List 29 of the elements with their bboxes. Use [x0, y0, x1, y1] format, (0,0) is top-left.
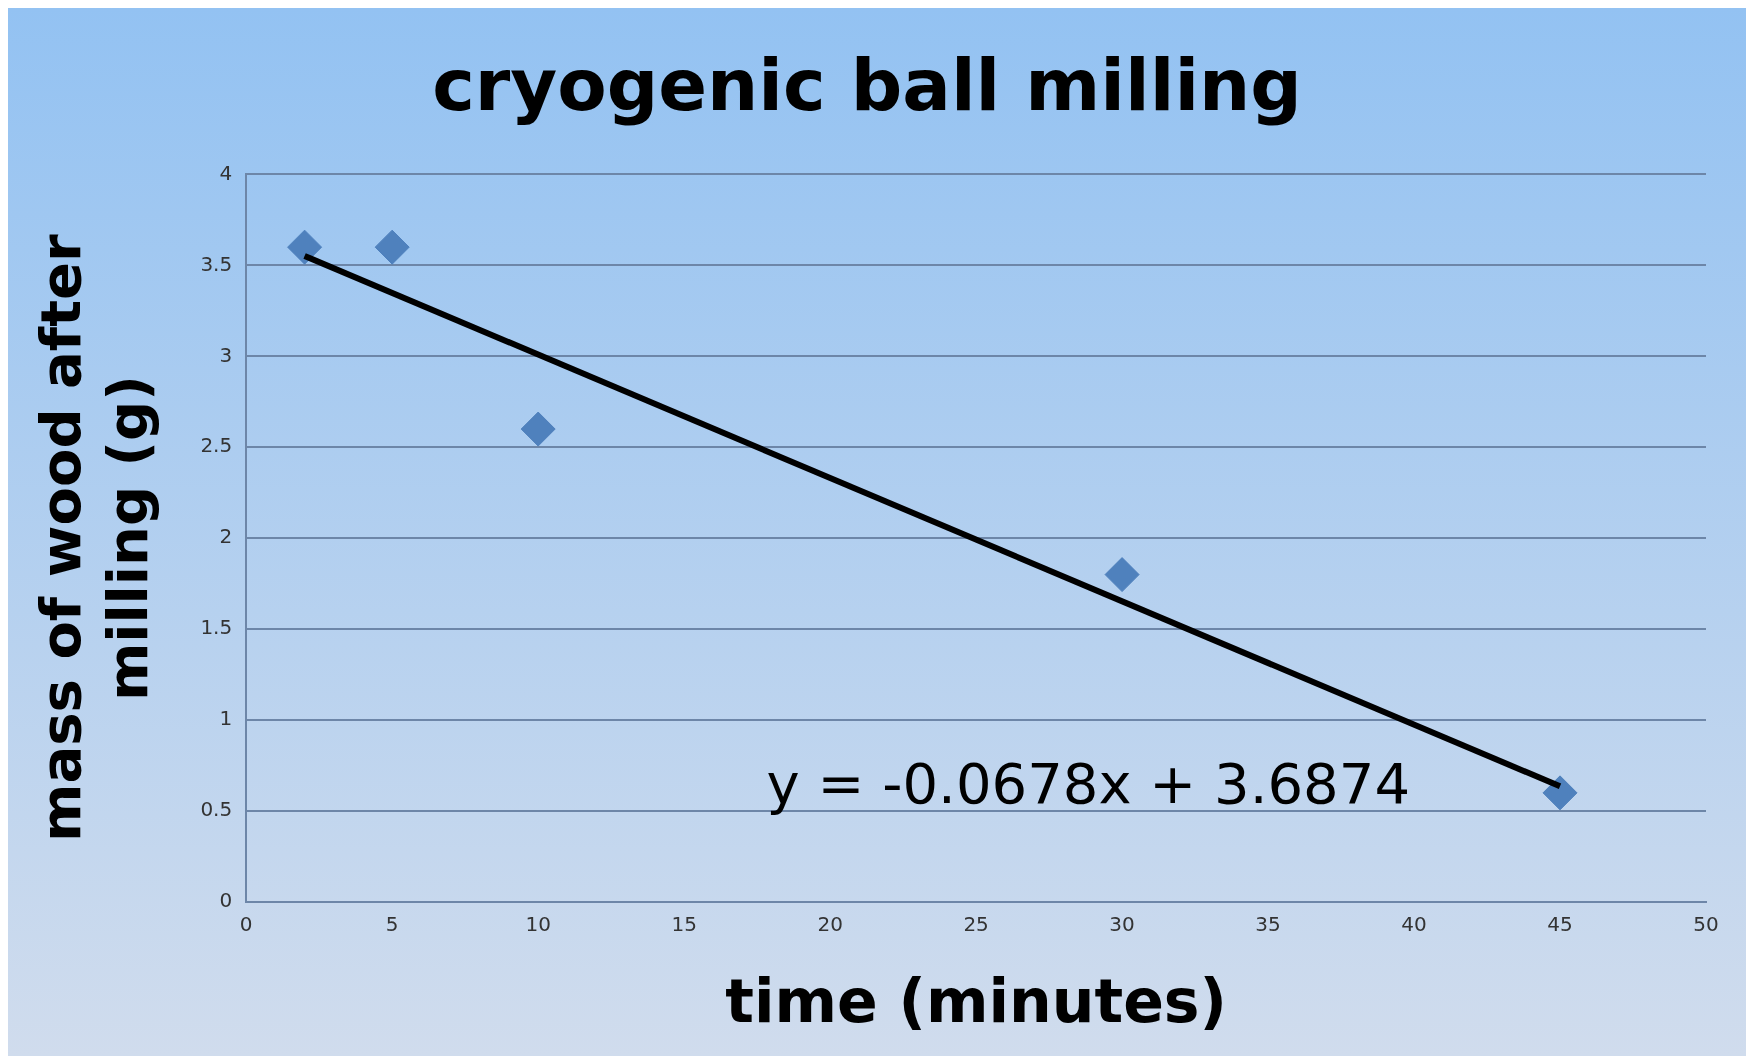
chart-title: cryogenic ball milling — [432, 42, 1302, 127]
y-tick-label: 3 — [219, 342, 233, 367]
point — [520, 411, 556, 447]
x-tick-label: 50 — [1693, 912, 1719, 937]
x-axis-title: time (minutes) — [725, 965, 1227, 1036]
x-tick-label: 30 — [1109, 912, 1135, 937]
annotation: y = -0.0678x + 3.6874 — [766, 750, 1411, 816]
x-tick-label: 10 — [525, 912, 551, 937]
x-tick-label: 40 — [1401, 912, 1427, 937]
x-tick-label: 5 — [385, 912, 399, 937]
point — [374, 229, 410, 265]
x-tick-label: 25 — [963, 912, 989, 937]
x-tick-label: 45 — [1547, 912, 1573, 937]
y-tick-label: 2.5 — [200, 433, 233, 458]
x-tick-label: 35 — [1255, 912, 1281, 937]
y-tick-label: 0.5 — [200, 797, 233, 822]
x-tick-label: 0 — [239, 912, 253, 937]
x-tick-label: 20 — [817, 912, 843, 937]
y-tick-label: 0 — [219, 888, 233, 913]
y-tick-label: 4 — [219, 160, 233, 185]
point — [1104, 557, 1140, 593]
y-tick-label: 1.5 — [200, 615, 233, 640]
y-tick-label: 3.5 — [200, 251, 233, 276]
point — [1542, 775, 1578, 811]
y-tick-label: 1 — [219, 706, 233, 731]
y-axis-title: mass of wood after milling (g) — [28, 234, 161, 842]
x-tick-label: 15 — [671, 912, 697, 937]
y-tick-label: 2 — [219, 524, 233, 549]
point — [287, 229, 323, 265]
